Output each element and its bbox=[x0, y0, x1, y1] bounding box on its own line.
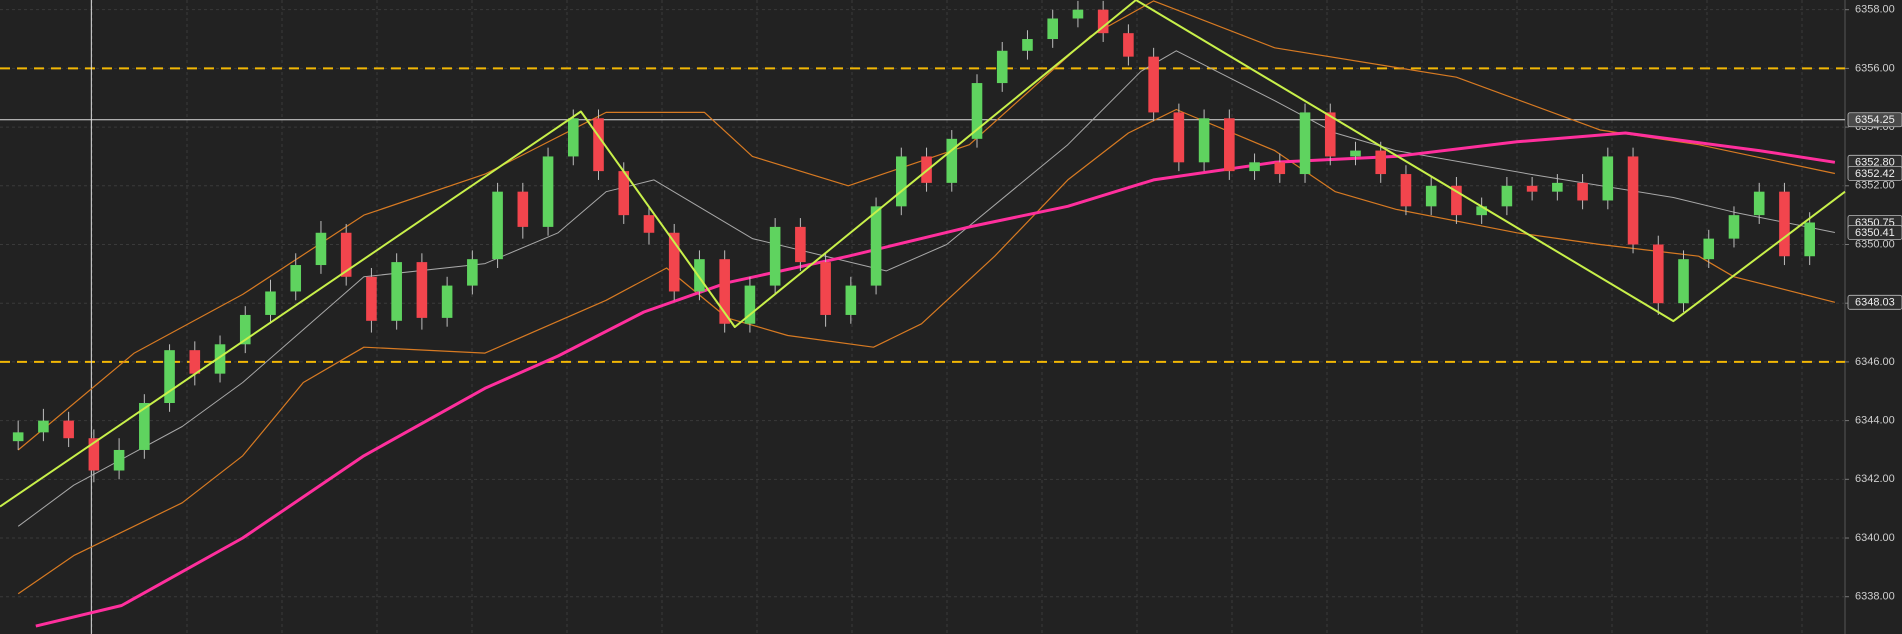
candle-body bbox=[1728, 215, 1740, 239]
candle-body bbox=[996, 50, 1008, 84]
candle-body bbox=[441, 285, 453, 318]
price-tag bbox=[1847, 166, 1902, 181]
price-tag-label: 6352.42 bbox=[1855, 168, 1895, 180]
candle-body bbox=[1703, 238, 1715, 260]
candle-body bbox=[1097, 9, 1109, 34]
candle-body bbox=[694, 259, 705, 292]
candle-body bbox=[467, 259, 478, 286]
candle-body bbox=[593, 118, 604, 172]
candle-body bbox=[1627, 156, 1639, 245]
indicator-line bbox=[17, 50, 1835, 527]
candle-body bbox=[1652, 244, 1664, 304]
candle-body bbox=[315, 232, 327, 266]
candle-body bbox=[1476, 206, 1487, 216]
y-tick-label: 6346.00 bbox=[1855, 356, 1895, 368]
candle-body bbox=[946, 138, 958, 183]
zigzag-line bbox=[0, 0, 1846, 508]
candle-body bbox=[1400, 174, 1412, 207]
candle-body bbox=[1804, 222, 1815, 257]
price-tag-label: 6350.41 bbox=[1855, 227, 1895, 239]
candle-body bbox=[239, 314, 251, 345]
candle-body bbox=[366, 276, 377, 321]
candle-body bbox=[12, 432, 24, 442]
candle-body bbox=[795, 226, 806, 263]
candle-body bbox=[971, 83, 983, 139]
candle-body bbox=[845, 285, 857, 315]
candle-body bbox=[668, 232, 680, 292]
candle-body bbox=[1425, 185, 1437, 207]
candle-body bbox=[139, 403, 150, 450]
candle-body bbox=[391, 262, 402, 321]
candle-body bbox=[1526, 185, 1538, 192]
candle-body bbox=[1779, 191, 1790, 257]
candle-body bbox=[1123, 33, 1134, 57]
candle-body bbox=[1047, 18, 1058, 40]
candle-body bbox=[113, 449, 125, 471]
candle-body bbox=[1375, 150, 1387, 175]
y-tick-label: 6344.00 bbox=[1855, 415, 1895, 427]
y-tick-label: 6352.00 bbox=[1855, 180, 1895, 192]
candle-body bbox=[63, 420, 74, 439]
y-tick-label: 6338.00 bbox=[1855, 591, 1895, 603]
candle-body bbox=[618, 171, 630, 216]
candle-body bbox=[1072, 9, 1084, 19]
y-tick-label: 6350.00 bbox=[1855, 238, 1895, 250]
candle-body bbox=[820, 262, 831, 315]
price-tag-label: 6348.03 bbox=[1855, 297, 1895, 309]
candle-body bbox=[164, 350, 175, 404]
candle-body bbox=[1274, 162, 1286, 175]
candle-body bbox=[416, 262, 428, 318]
candle-body bbox=[542, 156, 554, 227]
candle-body bbox=[290, 265, 302, 292]
candle-body bbox=[1224, 118, 1235, 172]
candle-body bbox=[265, 291, 276, 315]
candle-body bbox=[189, 350, 201, 374]
candle-body bbox=[769, 226, 781, 286]
price-tag-label: 6352.80 bbox=[1855, 157, 1895, 169]
candle-body bbox=[214, 344, 226, 374]
candle-body bbox=[1249, 162, 1260, 172]
candle-body bbox=[567, 118, 579, 157]
candle-body bbox=[1451, 185, 1462, 216]
candle-body bbox=[1148, 56, 1159, 113]
candle-body bbox=[340, 232, 352, 277]
y-tick-label: 6358.00 bbox=[1855, 4, 1895, 16]
candle-body bbox=[38, 420, 49, 433]
candle-body bbox=[1753, 191, 1765, 216]
price-tag bbox=[1847, 112, 1902, 128]
candle-body bbox=[719, 259, 730, 324]
candle-body bbox=[88, 438, 100, 471]
y-tick-label: 6342.00 bbox=[1855, 473, 1895, 485]
candle-body bbox=[1552, 182, 1563, 192]
candle-body bbox=[1299, 112, 1311, 175]
candle-body bbox=[1501, 185, 1513, 207]
candle-body bbox=[1022, 39, 1033, 51]
indicator-line bbox=[17, 108, 1836, 595]
candle-body bbox=[1198, 118, 1210, 163]
price-tag-label: 6354.25 bbox=[1855, 114, 1895, 126]
candle-body bbox=[896, 156, 907, 207]
y-tick-label: 6356.00 bbox=[1855, 62, 1895, 74]
candle-body bbox=[1602, 156, 1614, 201]
price-tag bbox=[1847, 225, 1902, 240]
indicator-line bbox=[35, 131, 1836, 628]
candle-body bbox=[1173, 112, 1185, 163]
candle-body bbox=[1678, 259, 1689, 304]
candle-body bbox=[1324, 112, 1336, 157]
candle-body bbox=[1577, 182, 1588, 201]
price-tag bbox=[1847, 294, 1902, 310]
y-tick-label: 6340.00 bbox=[1855, 532, 1895, 544]
candle-body bbox=[517, 191, 529, 227]
candle-body bbox=[643, 215, 655, 233]
candle-body bbox=[1350, 150, 1361, 157]
candle-body bbox=[870, 206, 882, 286]
candle-body bbox=[744, 285, 756, 324]
candle-body bbox=[492, 191, 503, 260]
